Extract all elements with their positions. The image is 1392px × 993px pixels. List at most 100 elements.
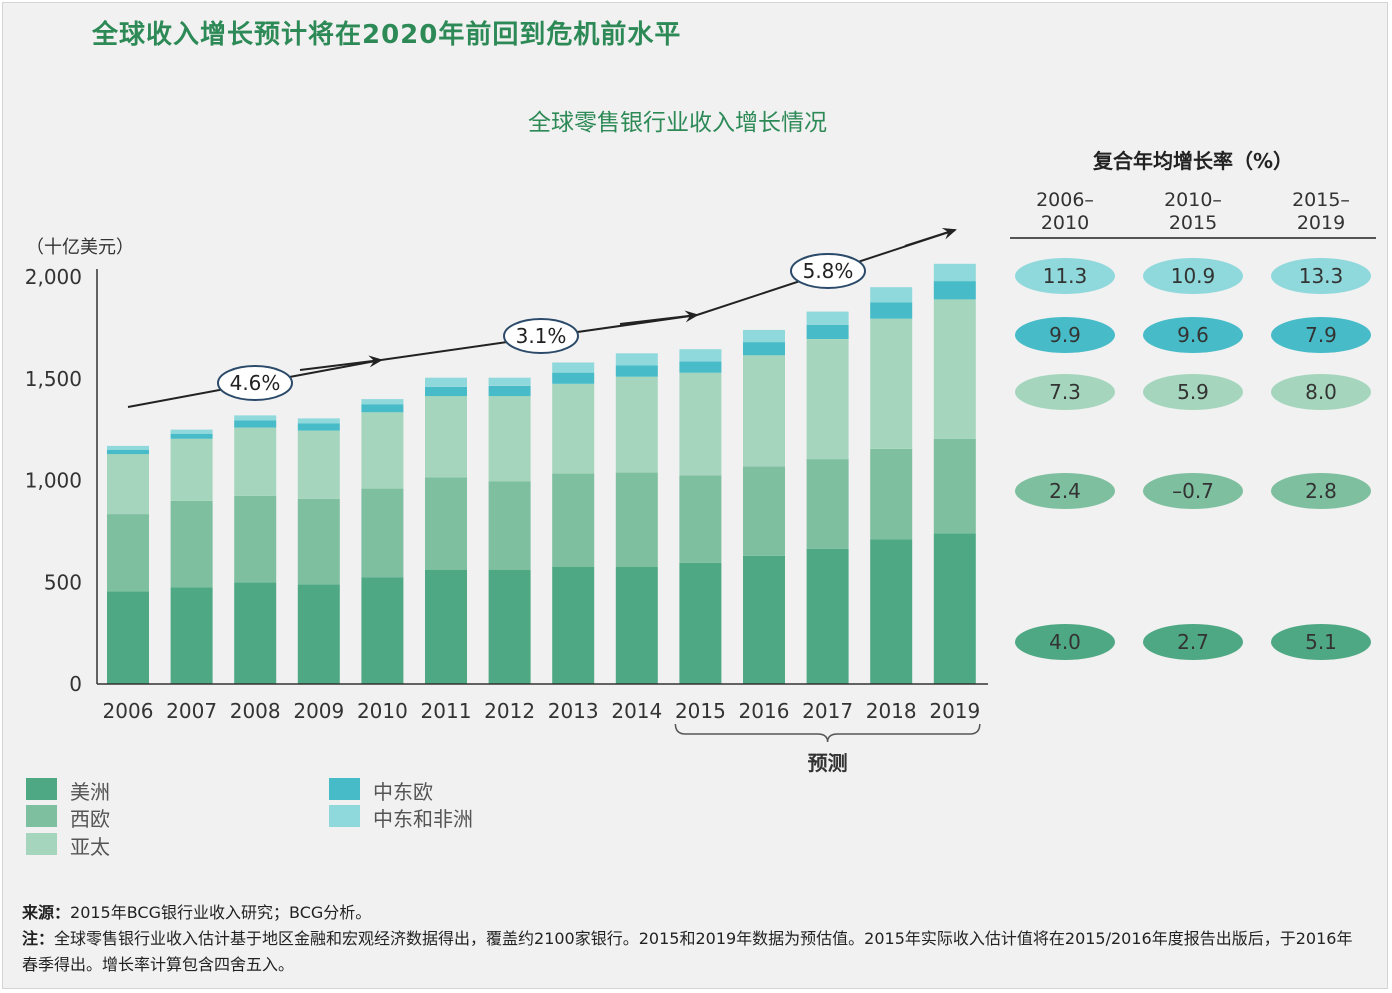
cagr-period-header: 2010– 2015: [1164, 189, 1222, 234]
bar-segment: [933, 263, 976, 282]
forecast-brace: [674, 723, 981, 743]
bar-segment: [552, 362, 595, 373]
bar-segment: [297, 498, 340, 585]
bar-segment: [107, 445, 149, 450]
cagr-value: 2.8: [1305, 479, 1337, 503]
cagr-value: 9.9: [1049, 323, 1081, 347]
legend-label: 西欧: [70, 807, 110, 831]
legend-label: 亚太: [70, 835, 110, 859]
x-tick-label: 2016: [739, 699, 790, 723]
x-tick-label: 2007: [166, 699, 217, 723]
bar-segment: [615, 472, 658, 567]
cagr-header-divider: [1010, 237, 1376, 239]
bar-segment: [107, 450, 149, 455]
x-tick-label: 2019: [929, 699, 980, 723]
bar-segment: [679, 349, 722, 362]
bar-segment: [552, 473, 595, 567]
trend-arrow: [299, 355, 383, 371]
bar-segment: [297, 584, 340, 684]
forecast-label: 预测: [808, 751, 848, 775]
cagr-value: 10.9: [1171, 264, 1216, 288]
bar-segment: [870, 287, 913, 303]
cagr-value: 2.4: [1049, 479, 1081, 503]
legend-item-asia-pacific: 亚太: [26, 831, 266, 859]
x-tick-label: 2010: [357, 699, 408, 723]
cagr-oval: [1271, 473, 1371, 509]
bar-segment: [806, 324, 849, 339]
bar-segment: [615, 376, 658, 473]
cagr-value: 8.0: [1305, 380, 1337, 404]
bar-segment: [297, 423, 340, 431]
cagr-oval: [1143, 624, 1243, 660]
legend-swatch: [329, 778, 360, 800]
bar-segment: [933, 438, 976, 534]
bar-segment: [170, 500, 213, 588]
y-tick-label: 1,000: [25, 469, 82, 493]
growth-rate-label: 5.8%: [803, 259, 854, 283]
bar-segment: [933, 299, 976, 439]
bar-segment: [297, 430, 340, 499]
cagr-oval: [1271, 258, 1371, 294]
bar-segment: [488, 396, 531, 482]
x-tick-label: 2011: [421, 699, 472, 723]
legend-label: 美洲: [70, 780, 110, 804]
cagr-value: 13.3: [1299, 264, 1344, 288]
bar-segment: [107, 454, 149, 514]
trend-arrow: [904, 227, 957, 247]
y-tick-label: 0: [69, 672, 82, 696]
cagr-value: 7.3: [1049, 380, 1081, 404]
bar-segment: [361, 577, 404, 684]
bar-segment: [488, 385, 531, 397]
source-note: 来源：2015年BCG银行业收入研究；BCG分析。: [22, 900, 1367, 926]
bar-segment: [679, 562, 722, 684]
bar-segment: [361, 399, 404, 405]
bar-segment: [361, 488, 404, 578]
note-label: 注：: [22, 929, 55, 948]
bar-segment: [297, 418, 340, 424]
bar-segment: [425, 570, 467, 684]
bar-segment: [234, 420, 277, 428]
x-tick-label: 2018: [866, 699, 917, 723]
cagr-period-header: 2006– 2010: [1036, 189, 1094, 234]
cagr-oval: [1143, 317, 1243, 353]
bar-segment: [170, 438, 213, 501]
bar-segment: [870, 539, 913, 684]
bar-segment: [615, 567, 658, 684]
cagr-oval: [1271, 374, 1371, 410]
bar-segment: [425, 386, 467, 397]
bar-segment: [806, 459, 849, 549]
x-tick-label: 2009: [293, 699, 344, 723]
bar-segment: [933, 533, 976, 684]
legend-item-americas: 美洲: [26, 776, 266, 804]
bar-segment: [806, 311, 849, 325]
cagr-oval: [1015, 624, 1115, 660]
bar-segment: [361, 404, 404, 413]
bar-segment: [425, 377, 467, 387]
cagr-period-header: 2015– 2019: [1292, 189, 1350, 234]
legend-swatch: [26, 833, 57, 855]
bar-segment: [170, 433, 213, 439]
bar-segment: [425, 396, 467, 478]
cagr-value: 5.1: [1305, 630, 1337, 654]
x-tick-label: 2015: [675, 699, 726, 723]
bar-segment: [552, 372, 595, 384]
bar-segment: [170, 587, 213, 684]
bar-segment: [615, 353, 658, 366]
bar-segment: [234, 427, 277, 496]
trend-arrow: [619, 310, 699, 325]
y-tick-label: 1,500: [25, 367, 82, 391]
bar-segment: [488, 481, 531, 570]
x-tick-label: 2017: [802, 699, 853, 723]
bar-segment: [552, 567, 595, 684]
bar-segment: [806, 339, 849, 460]
source-text: 2015年BCG银行业收入研究；BCG分析。: [70, 903, 372, 922]
cagr-oval: [1143, 374, 1243, 410]
cagr-value: 2.7: [1177, 630, 1209, 654]
bar-segment: [743, 342, 785, 356]
cagr-value: 4.0: [1049, 630, 1081, 654]
growth-rate-oval: [217, 365, 293, 401]
bar-segment: [870, 302, 913, 319]
legend-item-mea: 中东和非洲: [329, 803, 569, 831]
bar-segment: [488, 570, 531, 684]
legend-swatch: [26, 778, 57, 800]
